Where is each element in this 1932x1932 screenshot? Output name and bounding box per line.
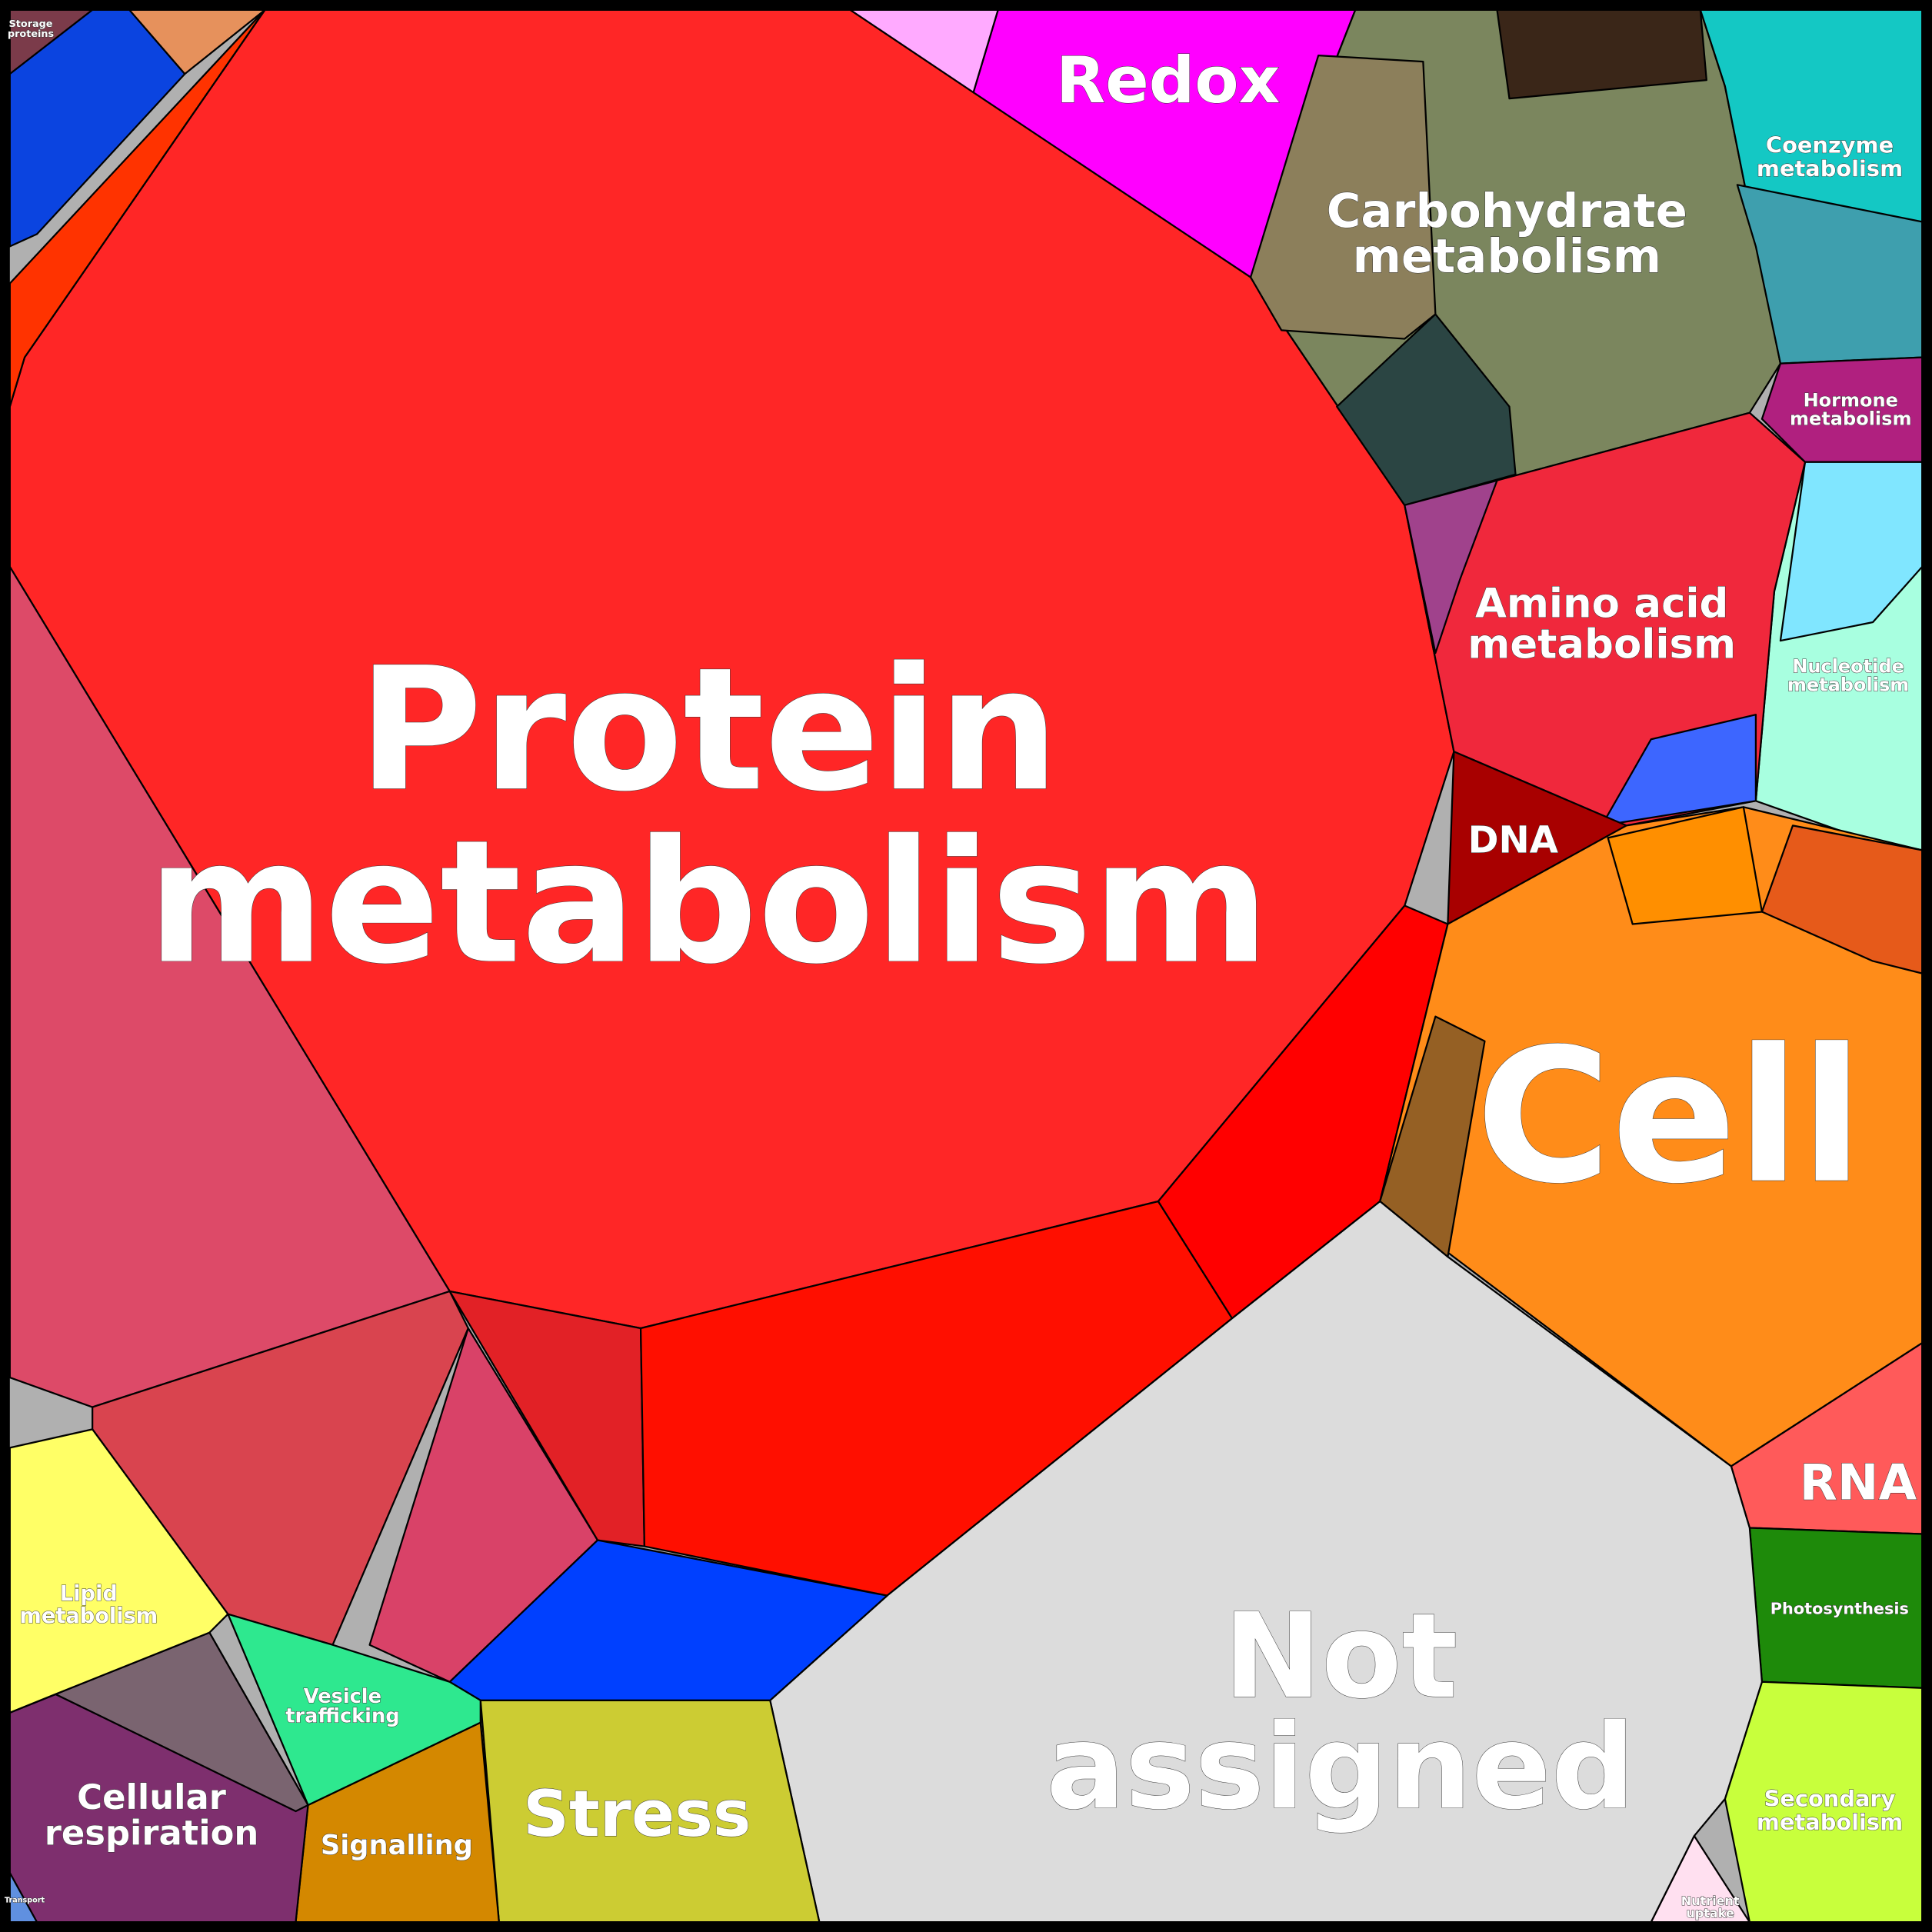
cell xyxy=(1601,714,1757,827)
region-label: Photosynthesis xyxy=(1770,1600,1909,1618)
region-label: Signalling xyxy=(321,1830,473,1861)
region-label: metabolism xyxy=(1352,229,1661,284)
cell xyxy=(1760,824,1924,974)
cell xyxy=(1336,313,1517,506)
region-label: metabolism xyxy=(20,1604,158,1628)
region-label: DNA xyxy=(1468,819,1558,862)
cells xyxy=(8,8,1924,1924)
region-label: Lipid xyxy=(60,1582,118,1606)
region-label: Hormone xyxy=(1804,390,1898,411)
region-label: Vesicle xyxy=(304,1685,381,1708)
region-label: Nucleotide xyxy=(1792,656,1904,678)
cell xyxy=(8,8,94,75)
cell xyxy=(8,1871,38,1924)
region-label: Protein xyxy=(358,631,1059,829)
region-label: trafficking xyxy=(285,1705,399,1728)
region-label: Stress xyxy=(523,1777,751,1851)
region-label: proteins xyxy=(8,28,55,40)
cell xyxy=(849,8,999,94)
region-label: metabolism xyxy=(148,804,1270,1002)
region-label: uptake xyxy=(1686,1906,1734,1920)
cell xyxy=(1496,8,1707,100)
region-label: Not xyxy=(1224,1588,1458,1724)
region-label: Secondary xyxy=(1764,1786,1896,1812)
region-label: Amino acid xyxy=(1475,581,1728,628)
labels: ProteinmetabolismRedoxCarbohydratemetabo… xyxy=(5,18,1918,1920)
region-label: Nutrient xyxy=(1681,1894,1740,1908)
region-label: metabolism xyxy=(1787,675,1909,696)
region-label: metabolism xyxy=(1467,621,1736,668)
region-label: metabolism xyxy=(1757,1809,1903,1835)
cell xyxy=(8,8,266,408)
region-label: Storage xyxy=(9,18,53,30)
cell xyxy=(128,8,266,75)
region-label: Redox xyxy=(1056,43,1280,118)
region-label: Transport xyxy=(5,1897,45,1905)
region-label: Carbohydrate xyxy=(1327,184,1687,238)
cell xyxy=(1779,461,1924,642)
cell xyxy=(8,1428,229,1714)
region-label: assigned xyxy=(1046,1699,1634,1835)
region-label: metabolism xyxy=(1790,408,1911,430)
region-label: metabolism xyxy=(1757,155,1903,182)
region-label: Cellular xyxy=(77,1777,226,1817)
region-label: RNA xyxy=(1800,1455,1917,1512)
region-label: Cell xyxy=(1476,1009,1864,1224)
region-label: respiration xyxy=(45,1812,259,1853)
cell xyxy=(1404,479,1498,655)
region-label: Coenzyme xyxy=(1766,132,1894,158)
